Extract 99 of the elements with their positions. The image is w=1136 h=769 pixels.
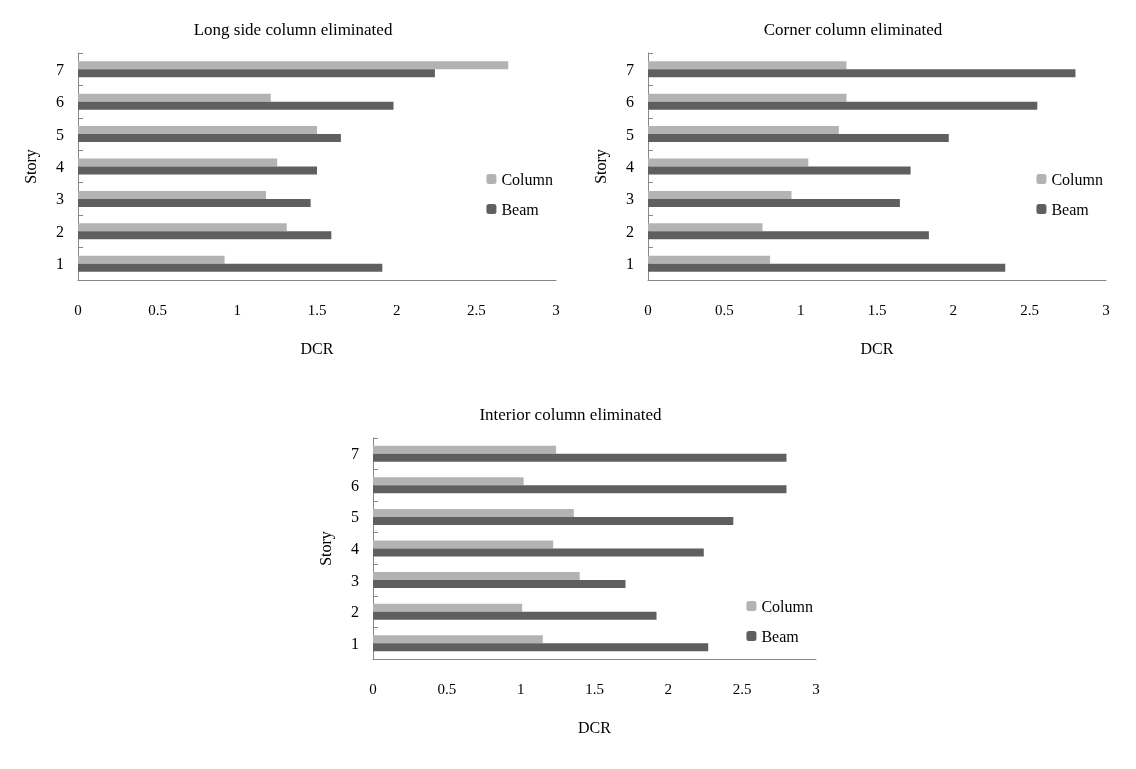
x-tick-label: 2.5 bbox=[732, 680, 752, 697]
chart-title: Interior column eliminated bbox=[479, 405, 663, 424]
bar bbox=[648, 263, 1006, 272]
x-tick-label: 0.5 bbox=[148, 301, 168, 318]
bar bbox=[78, 263, 383, 272]
y-tick-label: 2 bbox=[626, 222, 634, 240]
x-tick-label: 1 bbox=[516, 680, 525, 697]
legend-label: Column bbox=[761, 597, 813, 615]
bar bbox=[648, 255, 771, 264]
bar bbox=[78, 255, 225, 264]
y-tick-label: 1 bbox=[351, 634, 359, 652]
bar bbox=[373, 603, 523, 612]
bar bbox=[648, 126, 839, 135]
bar bbox=[373, 548, 704, 557]
bar bbox=[78, 69, 435, 78]
bar bbox=[373, 540, 554, 549]
bar bbox=[78, 190, 267, 199]
bar bbox=[648, 61, 847, 70]
x-tick-label: 1 bbox=[796, 301, 805, 318]
x-tick-label: 3 bbox=[812, 680, 820, 697]
bar bbox=[78, 158, 278, 167]
bar bbox=[78, 166, 317, 175]
x-tick-label: 0.5 bbox=[437, 680, 457, 697]
y-tick-label: 4 bbox=[56, 158, 64, 175]
bar bbox=[78, 126, 317, 135]
y-tick-label: 7 bbox=[351, 445, 359, 463]
y-tick-label: 5 bbox=[56, 125, 64, 143]
chart-title: Corner column eliminated bbox=[763, 20, 943, 39]
legend-label: Column bbox=[1051, 170, 1103, 188]
y-tick-label: 3 bbox=[351, 571, 359, 589]
y-tick-label: 4 bbox=[351, 540, 359, 557]
y-tick-label: 5 bbox=[351, 508, 359, 526]
y-tick-label: 5 bbox=[626, 125, 634, 143]
x-tick-label: 2 bbox=[392, 301, 401, 318]
bar bbox=[78, 134, 341, 143]
y-tick-label: 2 bbox=[56, 222, 64, 240]
y-axis-title: Story bbox=[591, 149, 610, 184]
bar bbox=[78, 223, 287, 232]
y-tick-label: 1 bbox=[626, 255, 634, 273]
y-tick-label: 3 bbox=[626, 190, 634, 208]
bar bbox=[373, 580, 626, 589]
x-tick-label: 1.5 bbox=[585, 680, 604, 697]
bar bbox=[648, 166, 911, 175]
legend-label: Beam bbox=[1051, 200, 1090, 218]
bar bbox=[78, 61, 509, 70]
bar bbox=[78, 198, 311, 207]
bar bbox=[648, 198, 900, 207]
legend-label: Beam bbox=[761, 627, 800, 645]
bar bbox=[648, 231, 929, 240]
bar bbox=[78, 231, 332, 240]
y-axis-title: Story bbox=[316, 531, 335, 566]
bar bbox=[373, 516, 734, 525]
y-axis-title: Story bbox=[21, 149, 40, 184]
bar bbox=[648, 190, 792, 199]
bar bbox=[373, 508, 574, 517]
y-tick-label: 7 bbox=[56, 60, 64, 78]
x-axis-title: DCR bbox=[578, 718, 612, 736]
x-tick-label: 3 bbox=[1102, 301, 1110, 318]
bar bbox=[648, 223, 763, 232]
x-tick-label: 2.5 bbox=[1020, 301, 1040, 318]
legend-label: Beam bbox=[501, 200, 540, 218]
y-tick-label: 7 bbox=[626, 60, 634, 78]
x-tick-label: 1.5 bbox=[307, 301, 327, 318]
x-tick-label: 0 bbox=[644, 301, 652, 318]
bar bbox=[648, 158, 809, 167]
y-tick-label: 3 bbox=[56, 190, 64, 208]
chart-title: Long side column eliminated bbox=[193, 20, 393, 39]
bar bbox=[373, 643, 709, 652]
y-tick-label: 6 bbox=[351, 476, 359, 494]
y-tick-label: 1 bbox=[56, 255, 64, 273]
x-axis-title: DCR bbox=[300, 339, 334, 357]
x-tick-label: 2.5 bbox=[466, 301, 486, 318]
bar bbox=[373, 485, 787, 494]
bar bbox=[373, 635, 543, 644]
bar bbox=[648, 69, 1076, 78]
y-tick-label: 2 bbox=[351, 603, 359, 621]
x-tick-label: 2 bbox=[949, 301, 958, 318]
bar bbox=[373, 611, 657, 620]
y-tick-label: 6 bbox=[56, 93, 64, 111]
y-tick-label: 4 bbox=[626, 158, 634, 175]
bar bbox=[648, 93, 847, 102]
x-tick-label: 2 bbox=[664, 680, 673, 697]
bar bbox=[373, 445, 557, 454]
x-tick-label: 0.5 bbox=[714, 301, 734, 318]
bar bbox=[373, 572, 580, 581]
x-tick-label: 0 bbox=[369, 680, 377, 697]
bar bbox=[78, 101, 394, 110]
bar bbox=[373, 477, 524, 486]
x-tick-label: 3 bbox=[552, 301, 560, 318]
legend-label: Column bbox=[501, 170, 553, 188]
x-tick-label: 1.5 bbox=[867, 301, 887, 318]
x-axis-title: DCR bbox=[860, 339, 894, 357]
x-tick-label: 1 bbox=[233, 301, 242, 318]
bar bbox=[373, 453, 787, 462]
bar bbox=[78, 93, 271, 102]
x-tick-label: 0 bbox=[74, 301, 82, 318]
bar bbox=[648, 134, 949, 143]
y-tick-label: 6 bbox=[626, 93, 634, 111]
bar bbox=[648, 101, 1038, 110]
